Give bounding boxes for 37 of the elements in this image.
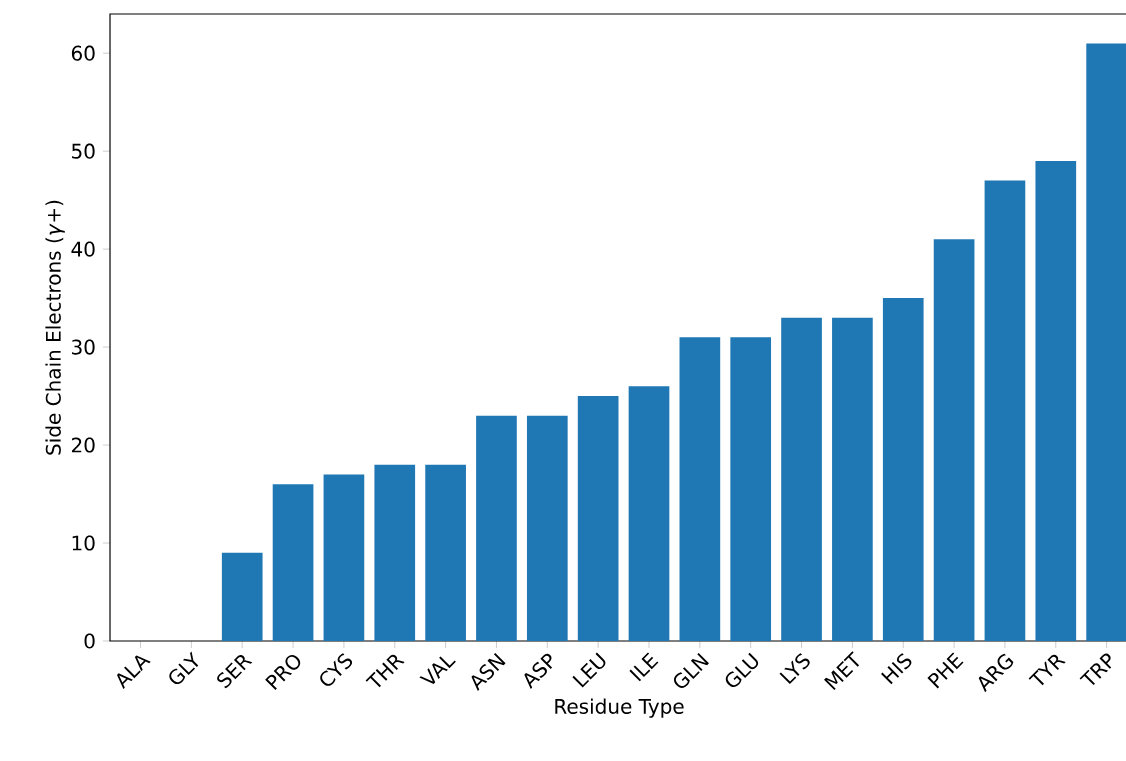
y-tick-label: 30 — [72, 339, 95, 355]
x-tick-label: THR — [365, 654, 405, 688]
y-tick-label: 10 — [72, 535, 95, 551]
bar — [730, 337, 772, 641]
bar — [882, 298, 924, 641]
bar — [374, 464, 416, 641]
bar — [272, 484, 314, 641]
y-tick-label: 40 — [71, 241, 95, 257]
bar — [832, 317, 873, 641]
bar — [679, 337, 721, 641]
bar — [425, 464, 466, 641]
bar — [984, 180, 1026, 641]
bar — [933, 239, 975, 641]
bar — [1086, 43, 1126, 641]
bar — [323, 474, 365, 641]
x-tick-label: LYS — [779, 653, 810, 685]
x-tick-label: CYS — [320, 653, 353, 686]
y-tick-label: 0 — [84, 633, 95, 649]
x-tick-label: VAL — [419, 656, 456, 684]
y-tick-label: 50 — [72, 143, 95, 159]
bar — [1035, 160, 1077, 641]
x-tick-label: SER — [217, 654, 253, 689]
y-tick-label: 60 — [71, 45, 95, 61]
x-tick-label: HIS — [881, 653, 912, 685]
bar — [221, 552, 263, 641]
x-tick-label: ILE — [629, 652, 659, 682]
bar — [526, 415, 568, 641]
x-tick-label: GLY — [169, 651, 199, 685]
y-axis-title: Side Chain Electrons (γ+) — [45, 200, 65, 455]
x-tick-label: TYR — [1028, 654, 1066, 686]
bar — [476, 415, 517, 641]
x-tick-label: TRP — [1079, 653, 1112, 686]
bar — [781, 317, 822, 641]
bar — [577, 396, 619, 641]
x-axis-title: Residue Type — [555, 698, 684, 718]
y-tick-label: 20 — [71, 437, 95, 453]
bar — [628, 386, 670, 641]
